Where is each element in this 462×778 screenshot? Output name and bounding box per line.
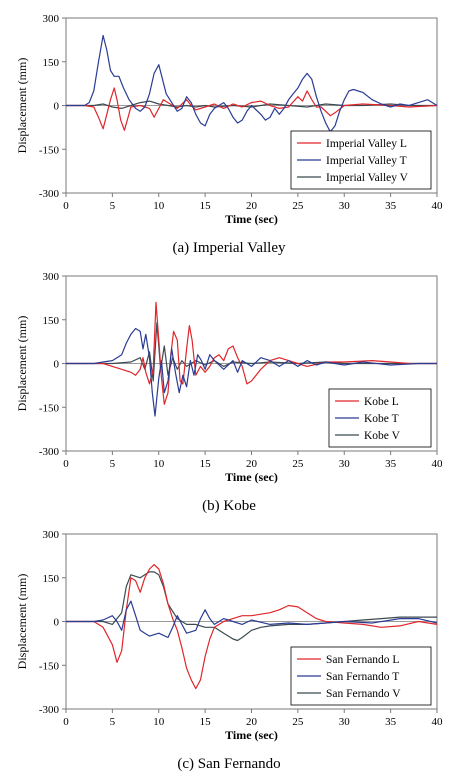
series-line-t — [66, 600, 438, 639]
chart-panel-kobe: 0 5 10 15 20 25 30 35 40 300 150 0 -150 -300 Time (sec… — [15, 271, 444, 514]
series-line-v — [66, 100, 437, 109]
series-line-t — [66, 34, 438, 133]
figure-caption: (b) Kobe — [202, 498, 256, 514]
x-tick-label: 25 — [292, 200, 304, 212]
legend-entry: Imperial Valley T — [326, 155, 407, 167]
x-tick-label: 35 — [385, 716, 397, 728]
x-tick-label: 20 — [246, 200, 258, 212]
x-tick-label: 5 — [110, 200, 116, 212]
x-tick-label: 0 — [63, 716, 69, 728]
x-tick-label: 10 — [153, 200, 165, 212]
y-tick-label: -150 — [39, 144, 60, 156]
legend-entry: Imperial Valley L — [326, 138, 407, 150]
x-tick-label: 5 — [110, 716, 116, 728]
x-tick-label: 0 — [63, 458, 69, 470]
series-line-l — [66, 87, 438, 131]
x-tick-label: 20 — [246, 716, 258, 728]
y-axis-label: Displacement (mm) — [15, 58, 29, 154]
x-tick-label: 0 — [63, 200, 69, 212]
y-tick-label: 150 — [43, 573, 60, 585]
x-tick-label: 10 — [153, 716, 165, 728]
x-tick-label: 25 — [292, 458, 304, 470]
y-axis-label: Displacement (mm) — [15, 316, 29, 412]
y-tick-label: 0 — [54, 359, 60, 371]
x-tick-label: 30 — [339, 716, 351, 728]
x-tick-label: 10 — [153, 458, 165, 470]
y-tick-label: -300 — [39, 188, 60, 200]
x-tick-label: 30 — [339, 200, 351, 212]
x-tick-label: 35 — [385, 458, 397, 470]
series-line-v — [66, 322, 437, 382]
legend-entry: San Fernando T — [326, 671, 399, 683]
y-tick-label: 0 — [54, 101, 60, 113]
x-tick-label: 40 — [432, 200, 444, 212]
series-line-t — [66, 327, 437, 417]
figure-caption: (c) San Fernando — [177, 756, 280, 772]
y-tick-label: 150 — [43, 315, 60, 327]
legend-entry: Kobe V — [364, 430, 401, 442]
x-tick-label: 40 — [432, 458, 444, 470]
x-tick-label: 25 — [292, 716, 304, 728]
x-tick-label: 15 — [200, 200, 212, 212]
figure-caption: (a) Imperial Valley — [172, 240, 286, 256]
legend-entry: Kobe L — [364, 396, 399, 408]
x-tick-label: 40 — [432, 716, 444, 728]
chart-panel-imperial-valley: 0 5 10 15 20 25 30 35 40 300 150 0 -150 -300 Time (sec… — [15, 13, 444, 256]
x-tick-label: 15 — [200, 458, 212, 470]
y-tick-label: -150 — [39, 660, 60, 672]
legend-entry: San Fernando L — [326, 654, 399, 666]
y-tick-label: 300 — [43, 271, 60, 283]
y-tick-label: 0 — [54, 617, 60, 629]
x-tick-label: 5 — [110, 458, 116, 470]
x-tick-label: 15 — [200, 716, 212, 728]
y-tick-label: -150 — [39, 402, 60, 414]
legend-entry: San Fernando V — [326, 688, 401, 700]
x-tick-label: 30 — [339, 458, 351, 470]
legend-entry: Kobe T — [364, 413, 399, 425]
x-axis-label: Time (sec) — [225, 728, 278, 742]
y-tick-label: -300 — [39, 446, 60, 458]
x-axis-label: Time (sec) — [225, 212, 278, 226]
legend-entry: Imperial Valley V — [326, 172, 409, 184]
y-tick-label: 300 — [43, 529, 60, 541]
y-tick-label: 300 — [43, 13, 60, 25]
x-tick-label: 35 — [385, 200, 397, 212]
x-tick-label: 20 — [246, 458, 258, 470]
y-tick-label: 150 — [43, 57, 60, 69]
y-tick-label: -300 — [39, 704, 60, 716]
x-axis-label: Time (sec) — [225, 470, 278, 484]
y-axis-label: Displacement (mm) — [15, 574, 29, 670]
series-line-l — [66, 564, 438, 690]
chart-panel-san-fernando: 0 5 10 15 20 25 30 35 40 300 150 0 -150 -300 Time (sec… — [15, 529, 444, 772]
